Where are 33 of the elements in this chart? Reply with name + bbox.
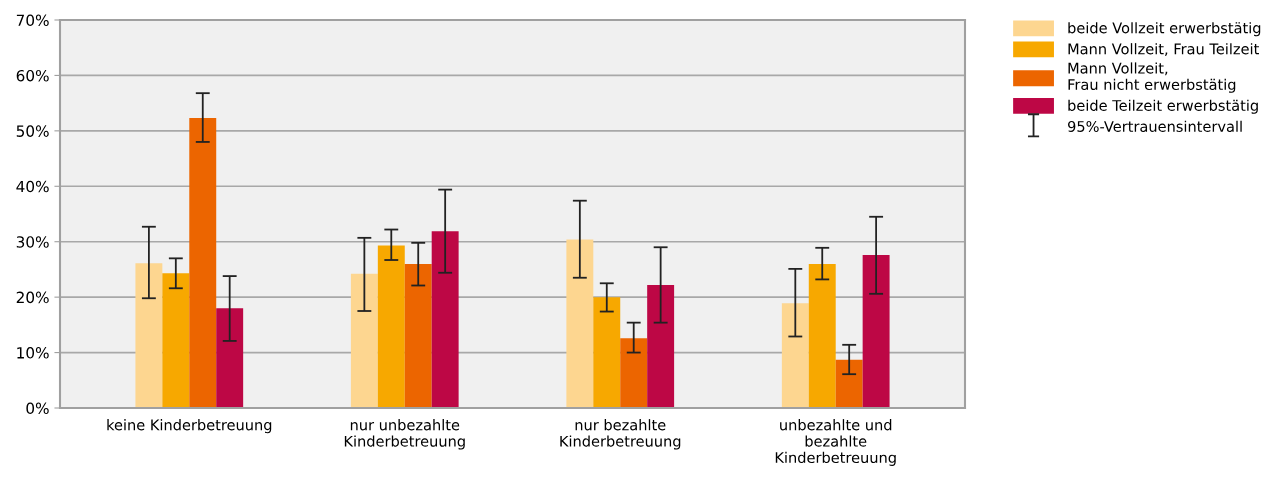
bar: [404, 263, 432, 408]
bar: [135, 263, 163, 408]
y-tick-label: 60%: [16, 69, 49, 82]
x-tick-label: nur unbezahlte Kinderbetreuung: [344, 419, 465, 450]
x-tick-label: keine Kinderbetreuung: [107, 419, 272, 434]
text: 95%-Vertrauensintervall: [1068, 120, 1242, 132]
x-tick-label: nur bezahlte Kinderbetreuung: [560, 419, 681, 450]
bar: [620, 338, 648, 408]
bar: [350, 273, 378, 408]
bar: [216, 308, 244, 408]
bar: [431, 231, 459, 408]
y-tick-label: 30%: [16, 236, 49, 248]
y-tick-label: 70%: [16, 14, 49, 27]
y-tick-label: 20%: [16, 291, 49, 304]
y-tick-label: 0%: [26, 402, 49, 415]
bar: [835, 359, 863, 408]
y-tick-label: 10%: [17, 347, 49, 359]
bar: [781, 303, 809, 408]
bar: [862, 255, 890, 408]
bar: [593, 297, 621, 408]
bar: [162, 273, 190, 408]
legend-label: Mann Vollzeit, Frau Teilzeit: [1068, 43, 1259, 56]
bar: [647, 284, 675, 408]
bar: [808, 263, 836, 408]
y-tick-label: 50%: [16, 125, 49, 137]
bar: [566, 239, 594, 408]
x-tick-label: unbezahlte und bezahlte Kinderbetreuung: [775, 419, 896, 466]
bar: [377, 245, 405, 408]
legend-label: Mann Vollzeit, Frau nicht erwerbstätig: [1068, 62, 1236, 93]
legend-label: beide Teilzeit erwerbstätig: [1068, 99, 1258, 114]
bar: [189, 118, 217, 408]
y-tick-label: 40%: [16, 180, 49, 193]
legend-label: beide Vollzeit erwerbstätig: [1068, 22, 1261, 37]
